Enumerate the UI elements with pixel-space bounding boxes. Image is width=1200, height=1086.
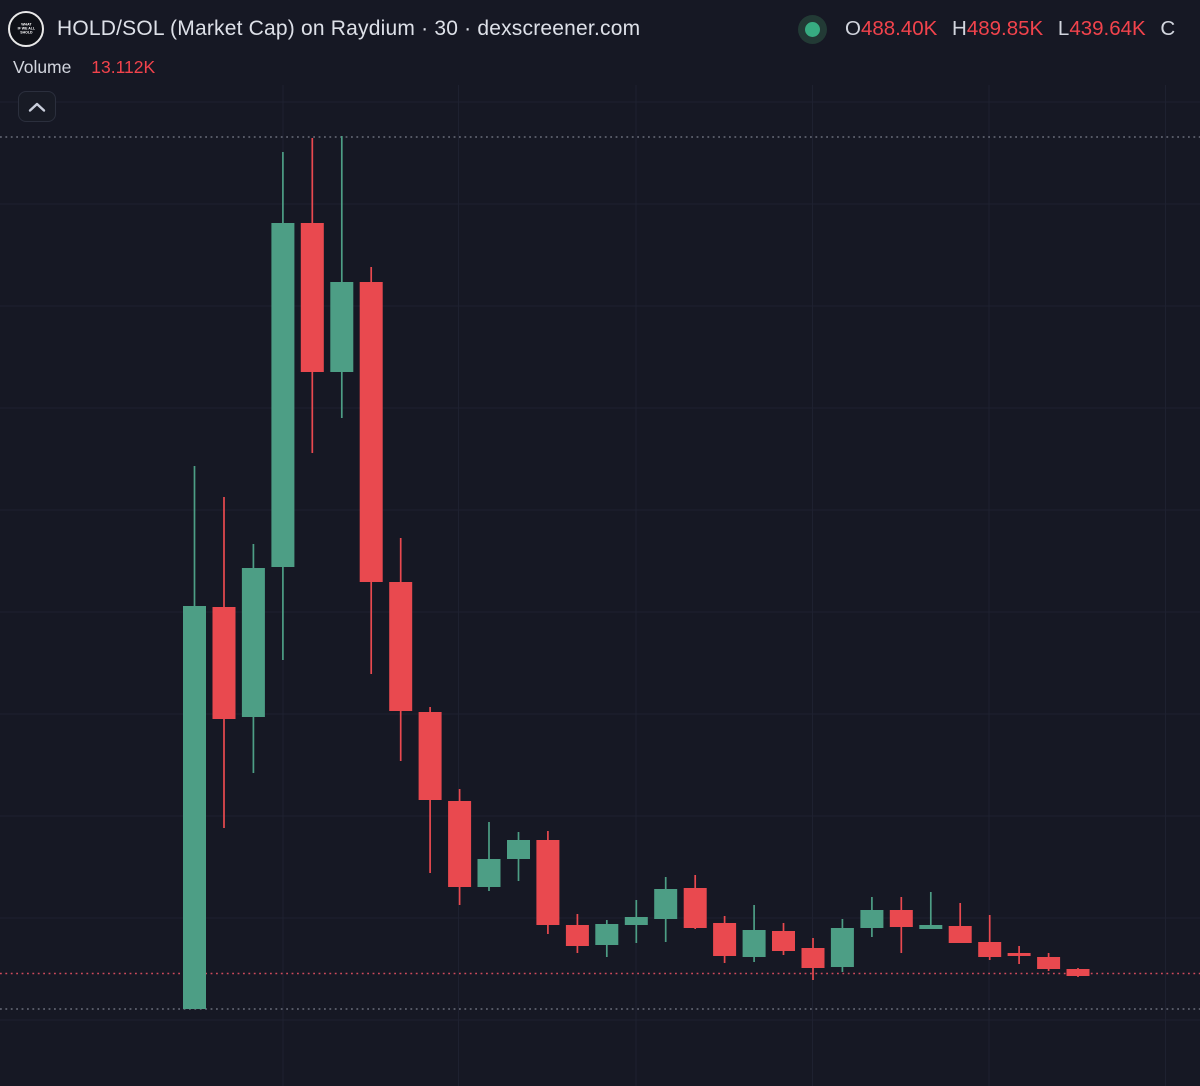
candle-body-down — [536, 840, 560, 925]
candle-body-up — [654, 889, 678, 919]
candle-body-up — [830, 928, 854, 967]
candle-body-down — [212, 607, 236, 719]
candle-body-down — [801, 948, 825, 968]
ohlc-high: H489.85K — [952, 17, 1044, 40]
candle-body-up — [860, 910, 884, 928]
candle-body-down — [418, 712, 442, 800]
volume-label: Volume — [13, 57, 72, 77]
candle-body-down — [1007, 953, 1031, 956]
candle-body-down — [1037, 957, 1061, 969]
candle-body-up — [271, 223, 295, 567]
ohlc-open: O488.40K — [845, 17, 938, 40]
candle-body-up — [742, 930, 766, 957]
candle-body-up — [919, 925, 943, 929]
candle-body-up — [241, 568, 265, 717]
volume-value: 13.112K — [91, 57, 156, 77]
candle-body-down — [948, 926, 972, 943]
candle-body-up — [624, 917, 648, 925]
candle-body-up — [477, 859, 501, 887]
token-logo-line: WHAT — [20, 22, 32, 27]
symbol-row: WHAT IF WE ALL SHOLD HOLD/SOL (Market Ca… — [8, 11, 640, 47]
token-logo-line: SHOLD — [19, 31, 33, 35]
ohlc-readout: O488.40K H489.85K L439.64K C — [845, 17, 1184, 41]
candle-body-down — [889, 910, 913, 927]
token-logo-icon: WHAT IF WE ALL SHOLD — [8, 11, 44, 47]
candle-body-down — [978, 942, 1002, 957]
candle-body-down — [448, 801, 472, 887]
ohlc-low: L439.64K — [1057, 17, 1146, 40]
chart-title: HOLD/SOL (Market Cap) on Raydium · 30 · … — [57, 17, 641, 40]
candle-body-down — [772, 931, 795, 951]
candle-body-down — [565, 925, 589, 946]
token-logo-line: IF WE ALL — [17, 26, 35, 31]
live-data-status-icon — [798, 15, 827, 44]
candle-body-down — [300, 223, 324, 372]
candle-body-up — [507, 840, 530, 859]
candle-body-down — [683, 888, 707, 928]
candle-body-up — [330, 282, 354, 372]
candle-body-up — [183, 606, 206, 1009]
chevron-up-icon — [28, 102, 46, 112]
candle-body-down — [389, 582, 413, 711]
candle-body-up — [595, 924, 619, 945]
collapse-pane-button[interactable] — [18, 91, 56, 122]
ohlc-close: C — [1160, 17, 1176, 40]
live-data-status-dot — [805, 22, 820, 37]
candle-body-down — [1066, 969, 1090, 976]
volume-readout: Volume 13.112K — [13, 57, 155, 78]
candle-body-down — [713, 923, 737, 956]
candle-body-down — [359, 282, 383, 582]
